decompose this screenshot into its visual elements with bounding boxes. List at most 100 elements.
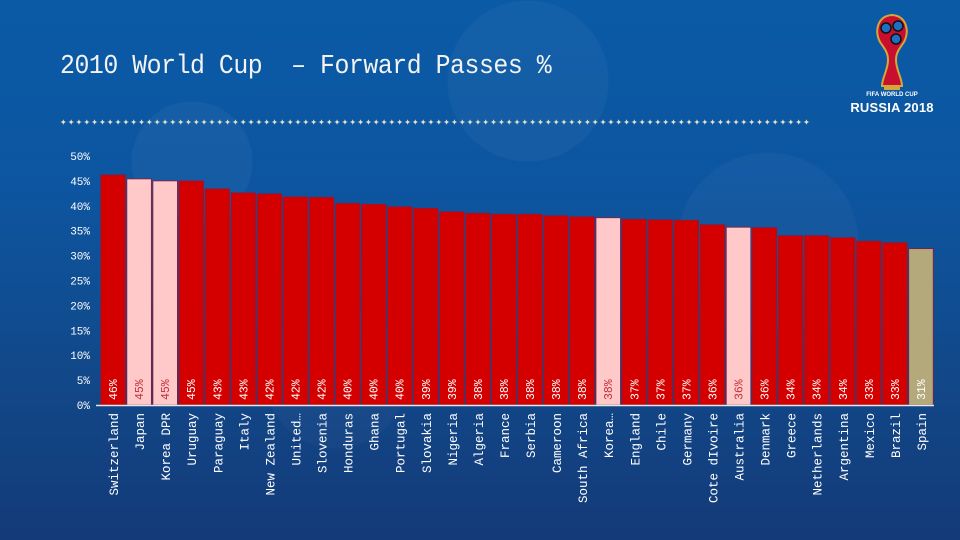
- bar-paraguay: [204, 188, 230, 406]
- data-label: 34%: [786, 379, 799, 400]
- x-tick-label: Portugal: [395, 413, 409, 473]
- data-label: 40%: [395, 379, 408, 400]
- x-tick-label: Nigeria: [447, 413, 461, 466]
- x-tick-label: Paraguay: [212, 413, 226, 474]
- x-tick-label: Ghana: [369, 413, 383, 451]
- y-tick-label: 25%: [70, 277, 90, 289]
- bar-denmark: [751, 227, 778, 406]
- x-tick-label: Spain: [916, 413, 930, 451]
- data-label: 45%: [186, 379, 199, 400]
- bar-italy: [230, 192, 256, 406]
- y-tick-label: 40%: [70, 202, 90, 214]
- x-tick-label: Mexico: [864, 413, 878, 458]
- bar-cote-divoire: [699, 224, 726, 406]
- data-label: 34%: [812, 379, 825, 400]
- y-tick-label: 10%: [70, 351, 90, 363]
- data-label: 42%: [264, 379, 277, 400]
- bar-cameroon: [543, 215, 569, 406]
- bar-south-africa: [569, 216, 595, 406]
- y-axis: 0% 5% 10% 15% 20% 25% 30% 35% 40% 45% 50%: [70, 152, 90, 413]
- bar-korea: [595, 217, 621, 406]
- data-label: 38%: [499, 379, 512, 400]
- bar-nigeria: [439, 211, 465, 406]
- bars-group: 46% 45% 45% 45% 43% 43% 42% 42% 42% 40% 40% 40% 39% 3…: [100, 174, 934, 406]
- bar-switzerland: [100, 174, 126, 406]
- data-label: 34%: [838, 379, 851, 400]
- x-tick-label: Cameroon: [551, 413, 565, 473]
- data-label: 37%: [681, 379, 694, 400]
- data-label: 39%: [421, 379, 434, 400]
- y-tick-label: 0%: [77, 401, 91, 413]
- data-label: 40%: [369, 379, 382, 400]
- data-label: 45%: [134, 379, 147, 400]
- bar-slovakia: [413, 207, 439, 406]
- x-tick-label: Honduras: [343, 413, 357, 473]
- x-tick-label: France: [499, 413, 513, 458]
- decorative-separator: ✦✦✦✦✦✦✦✦✦✦✦✦✦✦✦✦✦✦✦✦✦✦✦✦✦✦✦✦✦✦✦✦✦✦✦✦✦✦✦✦…: [60, 117, 811, 129]
- y-tick-label: 20%: [70, 301, 90, 313]
- x-tick-label: Argentina: [838, 413, 852, 481]
- bar-new-zealand: [256, 193, 283, 406]
- bar-france: [491, 213, 517, 406]
- data-label: 36%: [707, 379, 720, 400]
- data-label: 37%: [629, 379, 642, 400]
- bar-uruguay: [178, 180, 204, 406]
- data-label: 33%: [864, 379, 877, 400]
- data-label: 43%: [212, 379, 225, 400]
- data-label: 38%: [551, 379, 564, 400]
- data-label: 31%: [916, 379, 929, 400]
- y-tick-label: 50%: [70, 152, 90, 164]
- data-label: 45%: [160, 379, 173, 400]
- data-label: 38%: [473, 379, 486, 400]
- bar-united: [282, 196, 309, 406]
- bar-portugal: [387, 206, 413, 406]
- y-tick-label: 5%: [77, 376, 91, 388]
- x-tick-label: Greece: [786, 413, 800, 458]
- x-tick-label: Serbia: [525, 413, 539, 459]
- x-tick-label: Cote dIvoire: [707, 413, 721, 503]
- data-label: 40%: [343, 379, 356, 400]
- y-tick-label: 15%: [70, 326, 90, 338]
- bar-algeria: [465, 212, 491, 406]
- x-axis-labels: Switzerland Japan Korea DPR Uruguay Paraguay…: [108, 413, 930, 504]
- y-tick-label: 45%: [70, 177, 90, 189]
- bar-germany: [673, 219, 700, 406]
- x-tick-label: Denmark: [760, 413, 774, 466]
- x-tick-label: Uruguay: [186, 413, 200, 466]
- data-label: 38%: [603, 379, 616, 400]
- data-label: 46%: [108, 379, 121, 400]
- slide-title: 2010 World Cup – Forward Passes %: [60, 52, 552, 82]
- y-tick-label: 30%: [70, 252, 90, 264]
- x-tick-label: Australia: [734, 413, 748, 481]
- world-cup-trophy-icon: [876, 13, 908, 90]
- x-tick-label: United…: [290, 413, 304, 466]
- x-tick-label: Switzerland: [108, 413, 122, 496]
- bar-chile: [647, 219, 673, 406]
- x-tick-label: South Africa: [577, 413, 591, 504]
- bar-england: [621, 218, 647, 406]
- bar-spain: [908, 248, 934, 406]
- x-tick-label: New Zealand: [264, 413, 278, 496]
- x-tick-label: Germany: [681, 413, 695, 466]
- x-tick-label: Netherlands: [812, 413, 826, 496]
- data-label: 37%: [655, 379, 668, 400]
- x-tick-label: Brazil: [890, 413, 904, 458]
- bar-brazil: [882, 242, 908, 406]
- bar-honduras: [334, 202, 361, 406]
- data-label: 43%: [238, 379, 251, 400]
- data-label: 36%: [734, 379, 747, 400]
- x-tick-label: Japan: [134, 413, 148, 451]
- bar-slovenia: [308, 196, 335, 406]
- x-tick-label: England: [629, 413, 643, 466]
- logo-main-text: RUSSIA 2018: [850, 100, 934, 115]
- x-tick-label: Slovenia: [317, 413, 331, 474]
- x-tick-label: Korea DPR: [160, 413, 174, 481]
- bar-mexico: [856, 240, 882, 406]
- x-tick-label: Slovakia: [421, 413, 435, 474]
- x-tick-label: Algeria: [473, 413, 487, 466]
- data-label: 38%: [525, 379, 538, 400]
- fifa-world-cup-logo: FIFA WORLD CUP RUSSIA 2018: [842, 12, 942, 117]
- x-tick-label: Chile: [655, 413, 669, 451]
- data-label: 42%: [290, 379, 303, 400]
